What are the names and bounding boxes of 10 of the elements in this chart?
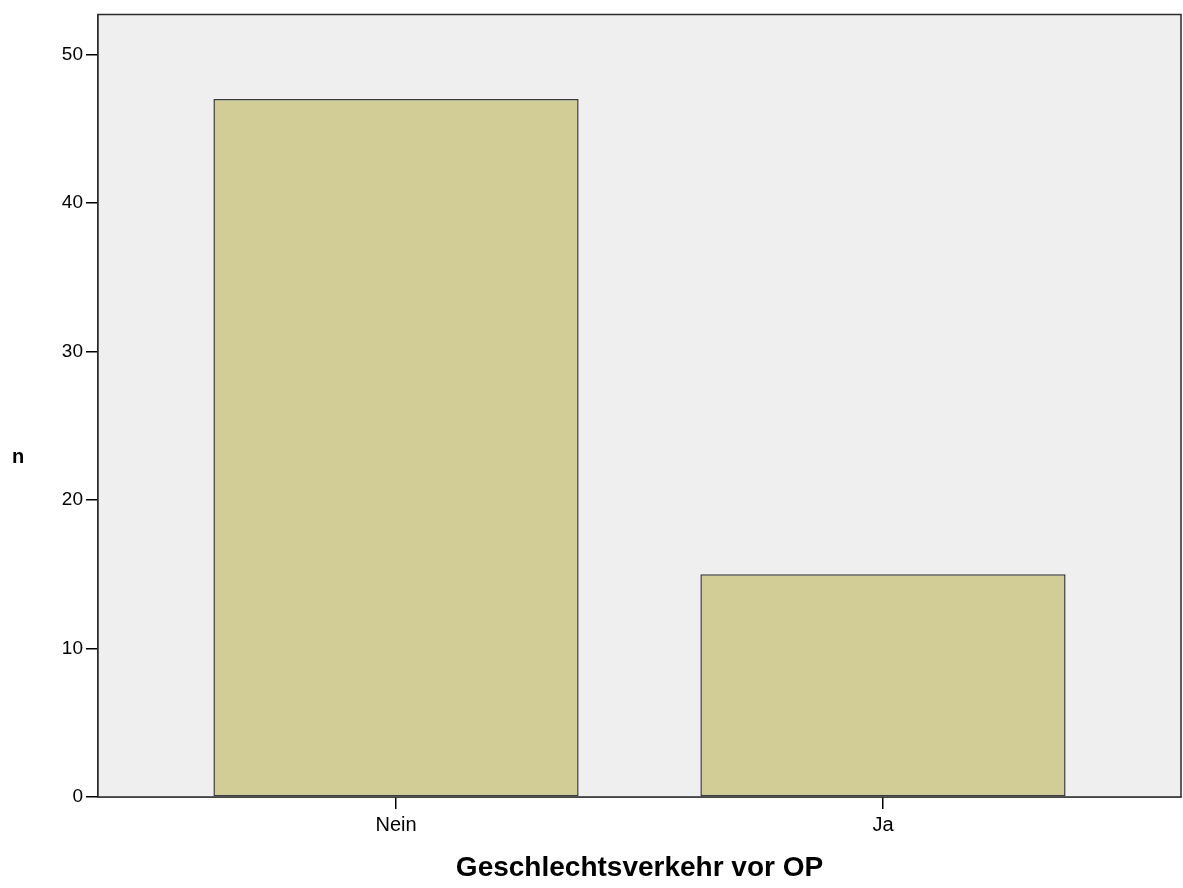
- x-tick-label: Nein: [375, 812, 417, 835]
- y-tick-label: 20: [61, 488, 83, 510]
- y-tick-label: 40: [61, 191, 83, 213]
- x-axis-title: Geschlechtsverkehr vor OP: [455, 850, 824, 882]
- y-tick-label: 0: [72, 785, 83, 807]
- y-tick-label: 10: [61, 636, 83, 658]
- y-tick-label: 50: [61, 42, 83, 64]
- y-tick-label: 30: [61, 339, 83, 361]
- x-tick-label: Ja: [872, 812, 895, 835]
- y-axis-title: n: [11, 444, 25, 467]
